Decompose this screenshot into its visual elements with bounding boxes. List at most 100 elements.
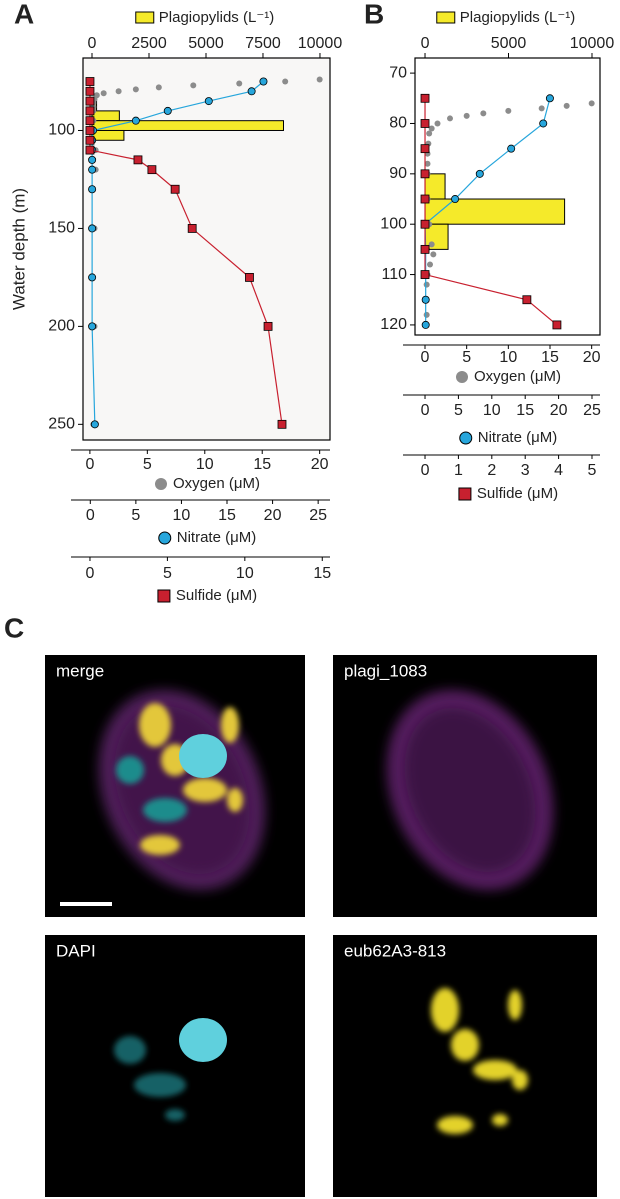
legend-swatch bbox=[155, 478, 167, 490]
x-tick-label: 15 bbox=[253, 456, 271, 473]
x-tick-label: 15 bbox=[218, 507, 236, 524]
panel-letter: C bbox=[4, 612, 24, 643]
x-tick-label: 0 bbox=[86, 565, 95, 582]
marker bbox=[85, 126, 95, 135]
micrograph: merge bbox=[45, 655, 305, 917]
marker bbox=[187, 224, 197, 233]
x-tick-label: 15 bbox=[313, 565, 331, 582]
bar bbox=[91, 120, 284, 131]
marker bbox=[163, 106, 172, 115]
marker bbox=[90, 420, 99, 429]
x-tick-label: 0 bbox=[421, 462, 430, 479]
marker bbox=[426, 130, 433, 137]
micrograph: plagi_1083 bbox=[333, 655, 597, 917]
marker bbox=[316, 76, 323, 83]
x-tick-label: 4 bbox=[554, 462, 563, 479]
panel-letter: A bbox=[14, 0, 34, 29]
legend-swatch bbox=[135, 11, 155, 24]
marker bbox=[263, 321, 273, 331]
marker bbox=[563, 102, 570, 109]
y-tick-label: 70 bbox=[389, 64, 407, 81]
marker bbox=[421, 320, 430, 329]
x-tick-label: 15 bbox=[516, 402, 534, 419]
x-tick-label: 0 bbox=[85, 456, 94, 473]
x-tick-label: 0 bbox=[88, 35, 97, 52]
marker bbox=[451, 195, 460, 204]
marker bbox=[420, 119, 430, 128]
axis-title: Sulfide (μM) bbox=[477, 485, 558, 502]
marker bbox=[424, 160, 431, 167]
marker bbox=[505, 107, 512, 114]
x-tick-label: 0 bbox=[421, 402, 430, 419]
marker bbox=[88, 322, 97, 331]
marker bbox=[475, 169, 484, 178]
marker bbox=[277, 419, 287, 429]
x-tick-label: 5 bbox=[131, 507, 140, 524]
marker bbox=[588, 100, 595, 107]
x-tick-label: 10 bbox=[196, 456, 214, 473]
marker bbox=[538, 105, 545, 112]
x-tick-label: 0 bbox=[421, 35, 430, 52]
marker bbox=[539, 119, 548, 128]
y-tick-label: 250 bbox=[48, 416, 75, 433]
x-tick-label: 10000 bbox=[298, 35, 343, 52]
marker bbox=[420, 244, 430, 254]
axis-title: Oxygen (μM) bbox=[474, 368, 561, 385]
marker bbox=[100, 90, 107, 97]
marker bbox=[85, 77, 95, 86]
y-tick-label: 150 bbox=[48, 220, 75, 237]
marker bbox=[428, 241, 435, 248]
marker bbox=[507, 144, 516, 153]
profile-line bbox=[424, 98, 551, 325]
legend-swatch bbox=[158, 531, 172, 545]
y-tick-label: 100 bbox=[48, 122, 75, 139]
axis-title: Oxygen (μM) bbox=[173, 475, 260, 492]
marker bbox=[85, 145, 95, 155]
axis-title: Plagiopylids (L⁻¹) bbox=[159, 9, 274, 26]
micrograph-label: DAPI bbox=[56, 941, 96, 960]
x-tick-label: 10 bbox=[173, 507, 191, 524]
marker bbox=[85, 135, 95, 145]
marker bbox=[430, 251, 437, 258]
x-tick-label: 2 bbox=[487, 462, 496, 479]
marker bbox=[552, 320, 562, 330]
plot-frame bbox=[414, 57, 601, 336]
x-tick-label: 25 bbox=[309, 507, 327, 524]
marker bbox=[247, 87, 256, 96]
y-tick-label: 200 bbox=[48, 318, 75, 335]
marker bbox=[132, 86, 139, 93]
micrograph-label: merge bbox=[56, 661, 104, 680]
marker bbox=[190, 82, 197, 89]
marker bbox=[420, 270, 430, 279]
x-tick-label: 10 bbox=[236, 565, 254, 582]
y-axis-title: Water depth (m) bbox=[9, 188, 28, 310]
y-tick-label: 120 bbox=[380, 316, 407, 333]
x-tick-label: 5000 bbox=[188, 35, 224, 52]
marker bbox=[147, 165, 157, 175]
x-tick-label: 5 bbox=[454, 402, 463, 419]
marker bbox=[434, 120, 441, 127]
x-tick-label: 3 bbox=[521, 462, 530, 479]
x-tick-label: 1 bbox=[454, 462, 463, 479]
marker bbox=[427, 261, 433, 268]
marker bbox=[421, 295, 430, 304]
marker bbox=[155, 84, 162, 91]
marker bbox=[420, 194, 430, 204]
x-tick-label: 5000 bbox=[491, 35, 527, 52]
bar bbox=[91, 129, 125, 141]
marker bbox=[133, 155, 143, 165]
bar bbox=[424, 198, 566, 225]
marker bbox=[88, 155, 97, 164]
marker bbox=[423, 281, 430, 288]
marker bbox=[420, 144, 430, 154]
marker bbox=[85, 86, 95, 96]
axis-title: Nitrate (μM) bbox=[478, 429, 557, 446]
marker bbox=[85, 96, 95, 106]
marker bbox=[447, 115, 453, 122]
marker bbox=[282, 78, 289, 85]
x-tick-label: 20 bbox=[550, 402, 568, 419]
marker bbox=[204, 97, 213, 106]
marker bbox=[88, 165, 97, 174]
x-tick-label: 20 bbox=[264, 507, 282, 524]
